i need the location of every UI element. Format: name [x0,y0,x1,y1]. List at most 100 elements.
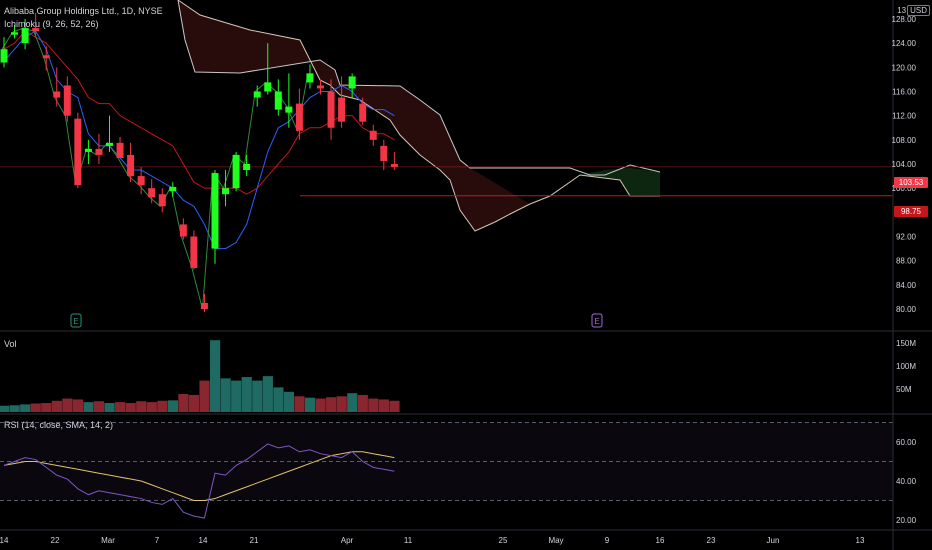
candle [169,182,177,198]
earnings-marker: E [70,313,82,328]
volume-bar [157,400,168,412]
time-tick-label: 7 [155,536,160,545]
volume-bar [167,400,178,412]
volume-bar [93,401,105,412]
volume-bar [347,393,358,412]
candle [179,218,187,240]
volume-bar [368,398,379,412]
candle-body [317,85,324,89]
candle-body [200,302,208,309]
candle [295,88,303,140]
candle [380,139,388,171]
volume-bar [136,401,147,412]
volume-bar [315,398,326,412]
candle [21,19,29,50]
candle-body [190,236,198,268]
candle [53,67,61,107]
currency-prefix: 13 [897,6,907,15]
candle-body [285,106,293,113]
time-tick-label: 14 [0,536,9,545]
volume-bar [241,377,252,412]
rsi-tick-label: 60.00 [896,438,917,447]
volume-bar [83,402,94,412]
price-tick-label: 104.00 [892,160,917,169]
current-price-tag: 103.53 [894,177,928,188]
candle [127,142,135,183]
candle [327,79,335,140]
candle-body [127,154,135,177]
ichimoku-legend[interactable]: Ichimoku (9, 26, 52, 26) [4,19,99,29]
rsi-line [3,443,395,519]
candle [222,170,230,207]
volume-bar [115,402,126,412]
candle-body [95,148,103,155]
candle-body [243,164,251,171]
price-tick-label: 84.00 [896,281,917,290]
candle-body [11,32,19,35]
candle [306,64,314,89]
candle [95,133,103,164]
earnings-marker-label: E [73,317,78,326]
candle-body [348,76,356,89]
earnings-marker-box [70,313,82,328]
symbol-legend[interactable]: Alibaba Group Holdings Ltd., 1D, NYSE [4,6,163,16]
volume-bar [326,397,337,412]
volume-bar [294,396,305,412]
horizontal-line-price-tag: 98.75 [894,206,928,217]
time-tick-label: 23 [707,536,716,545]
candle [211,170,219,264]
earnings-marker-label: E [594,317,599,326]
senkou-span-a [177,0,661,176]
volume-bar [51,400,62,412]
candle [243,154,251,177]
candle [148,179,156,204]
currency-badge[interactable]: 13 USD [897,5,930,16]
candle [359,97,367,125]
candle [84,139,92,164]
price-tick-label: 108.00 [892,136,917,145]
volume-bar [304,397,316,412]
price-tick-label: 112.00 [892,112,916,121]
candle-body [0,49,8,63]
candle-body [137,176,145,186]
candle-body [295,103,303,131]
candle-body [63,85,71,116]
volume-bar [199,380,210,412]
volume-bar [30,403,41,412]
price-axis[interactable]: 128.00 124.00 120.00 116.00 112.00 108.00 104.… [892,15,917,525]
volume-bars [0,340,400,412]
candle-body [390,164,398,167]
candle [190,230,198,270]
volume-bar [357,394,368,412]
time-axis[interactable]: 14 22 Mar 7 14 21 Apr 11 25 May 9 16 23 Jun 13 [0,536,865,545]
earnings-marker-box [591,313,603,328]
candle-body [169,186,177,192]
volume-legend[interactable]: Vol [4,339,17,349]
candle [369,124,377,146]
candlestick-series [0,12,398,313]
candle [11,25,19,39]
horizontal-price-line[interactable] [0,166,893,197]
ichimoku-cloud [177,0,661,232]
candle-body [264,82,272,92]
candle-body [274,91,282,110]
candle-body [158,194,166,207]
volume-tick-label: 50M [896,385,912,394]
candle [317,79,324,95]
rsi-pane [0,422,893,519]
candle [264,43,272,95]
time-tick-label: 22 [51,536,60,545]
rsi-legend[interactable]: RSI (14, close, SMA, 14, 2) [4,420,114,430]
volume-bar [252,380,263,412]
candle-body [380,145,388,161]
candle-body [53,91,61,98]
candle-body [179,224,187,237]
candle [348,73,356,98]
candle-body [359,103,367,122]
time-tick-label: 21 [250,536,259,545]
candle-body [327,91,335,128]
candle-body [32,28,40,32]
